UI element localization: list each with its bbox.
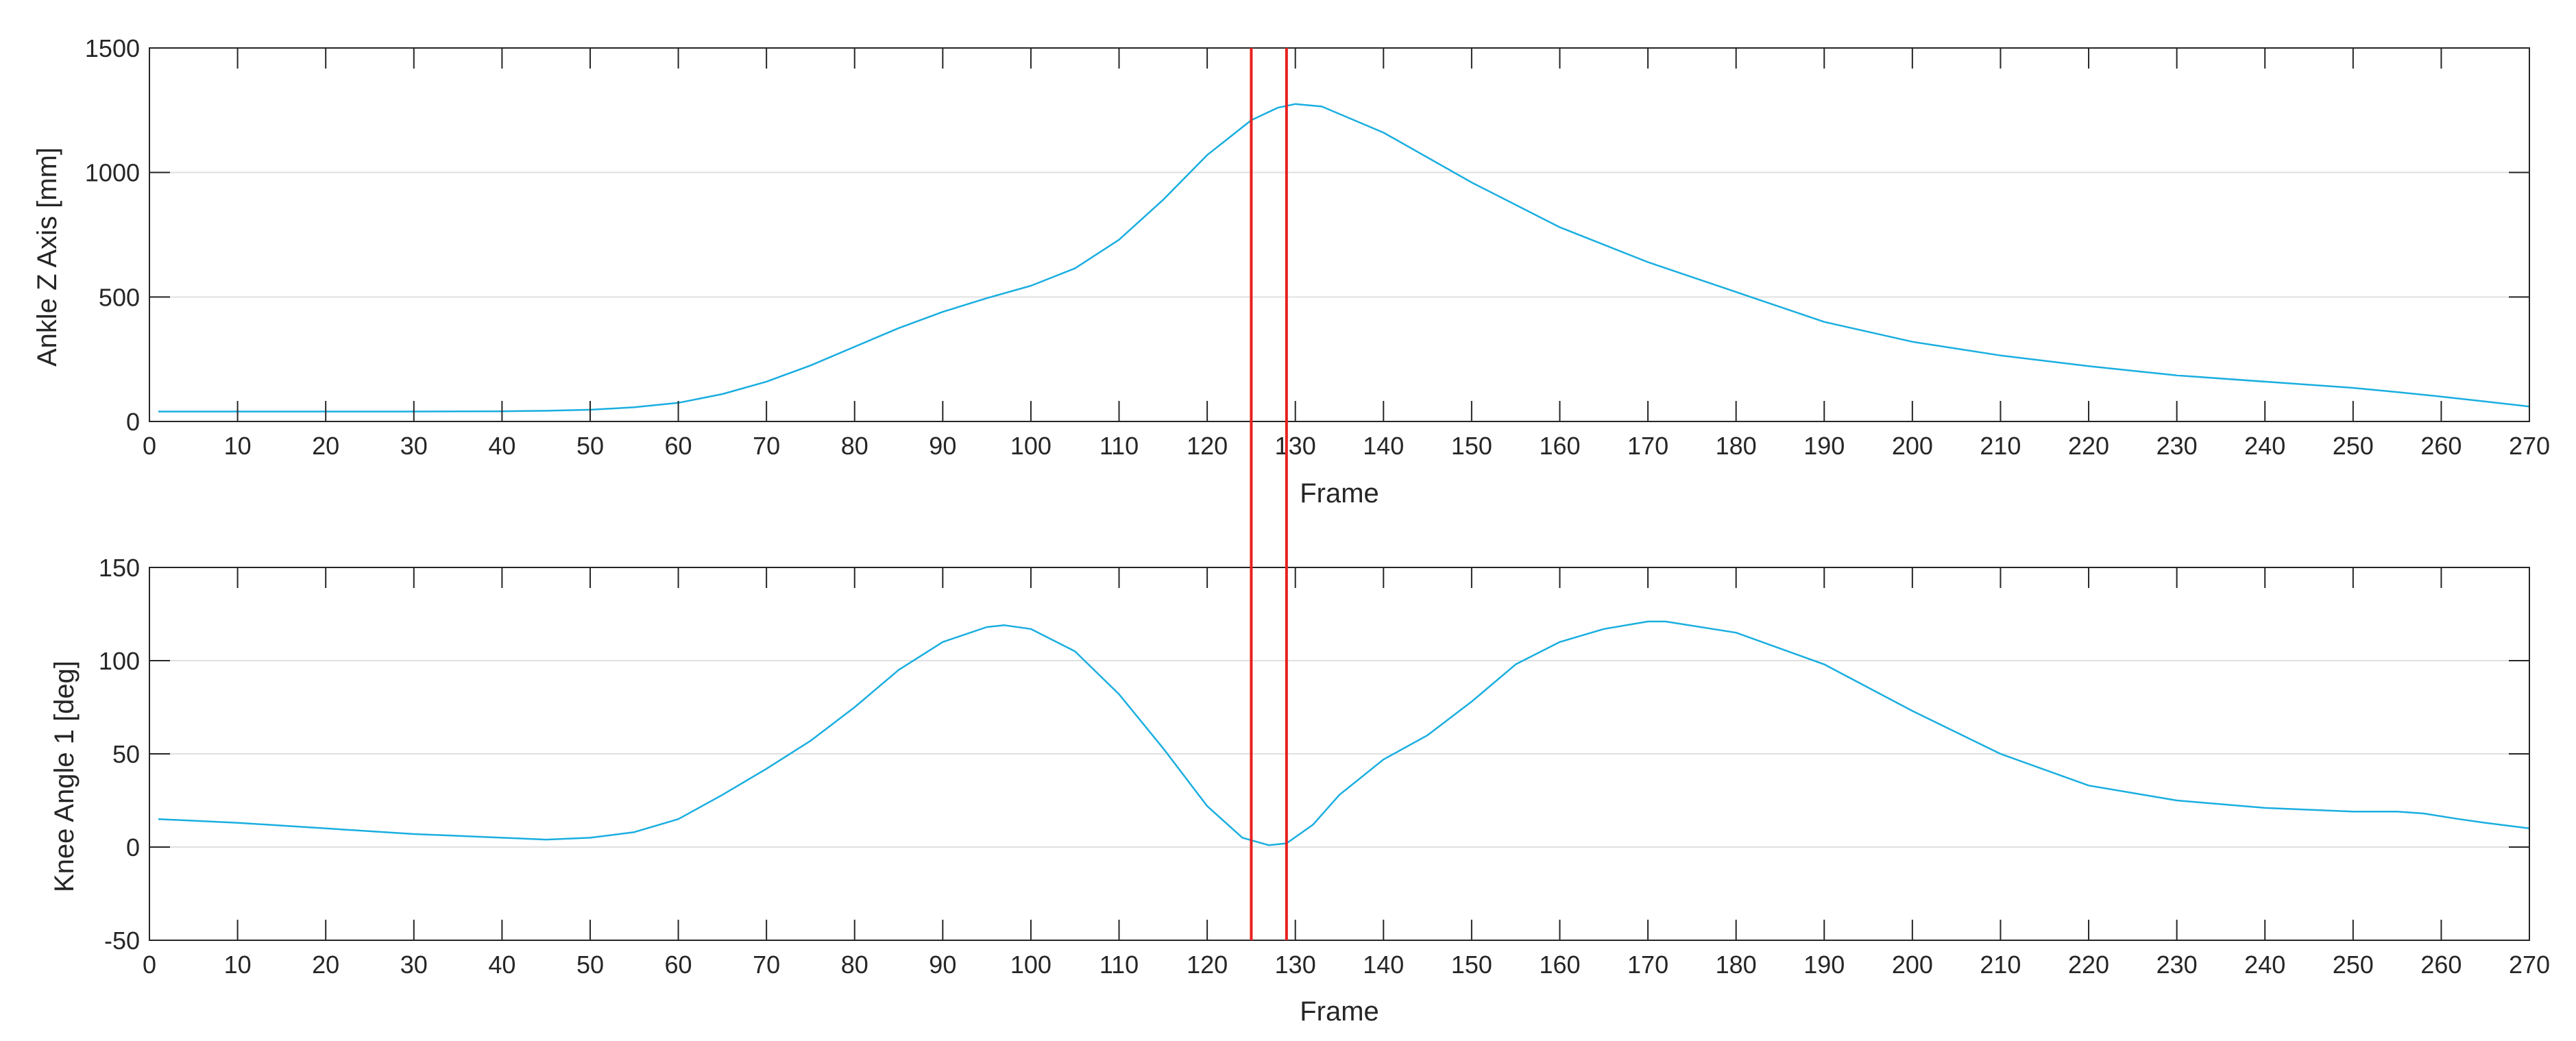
x-tick-label-ankle-z: 30	[400, 432, 428, 460]
x-tick-label-ankle-z: 70	[753, 432, 780, 460]
y-tick-label-knee-angle: 150	[99, 554, 140, 582]
x-tick-label-ankle-z: 110	[1099, 432, 1139, 460]
x-tick-label-ankle-z: 270	[2509, 432, 2550, 460]
x-tick-label-knee-angle: 90	[929, 951, 956, 979]
x-tick-label-ankle-z: 50	[576, 432, 604, 460]
x-tick-label-knee-angle: 120	[1187, 951, 1228, 979]
x-tick-label-knee-angle: 210	[1980, 951, 2021, 979]
x-tick-label-ankle-z: 150	[1451, 432, 1492, 460]
x-tick-label-knee-angle: 240	[2244, 951, 2285, 979]
x-tick-label-ankle-z: 190	[1803, 432, 1845, 460]
x-tick-label-knee-angle: 260	[2420, 951, 2462, 979]
x-tick-label-ankle-z: 60	[665, 432, 692, 460]
x-tick-label-knee-angle: 70	[753, 951, 780, 979]
y-tick-label-ankle-z: 0	[126, 408, 140, 436]
axes-box-ankle-z	[149, 47, 2530, 422]
x-tick-label-knee-angle: 60	[665, 951, 692, 979]
plot-ankle-z: Ankle Z Axis [mm] Frame 0 10 20 30 40 50 60 70 8…	[32, 34, 2550, 509]
x-tick-label-ankle-z: 180	[1716, 432, 1757, 460]
x-tick-label-ankle-z: 170	[1627, 432, 1668, 460]
x-tick-label-knee-angle: 30	[400, 951, 428, 979]
x-tick-label-knee-angle: 10	[224, 951, 252, 979]
x-tick-label-knee-angle: 130	[1275, 951, 1316, 979]
x-tick-label-knee-angle: 40	[488, 951, 515, 979]
x-tick-label-knee-angle: 0	[143, 951, 156, 979]
y-tick-label-ankle-z: 1000	[85, 159, 140, 187]
y-tick-label-knee-angle: -50	[104, 927, 140, 955]
xlabel-ankle-z: Frame	[1300, 478, 1379, 509]
x-tick-label-ankle-z: 10	[224, 432, 252, 460]
y-tick-label-knee-angle: 0	[126, 833, 140, 861]
x-tick-label-ankle-z: 260	[2420, 432, 2462, 460]
x-tick-label-knee-angle: 160	[1539, 951, 1580, 979]
x-tick-label-ankle-z: 210	[1980, 432, 2021, 460]
x-tick-label-knee-angle: 20	[312, 951, 339, 979]
x-tick-label-knee-angle: 230	[2156, 951, 2198, 979]
x-tick-label-knee-angle: 180	[1716, 951, 1757, 979]
x-tick-label-ankle-z: 160	[1539, 432, 1580, 460]
x-tick-label-ankle-z: 80	[841, 432, 868, 460]
x-tick-label-ankle-z: 230	[2156, 432, 2198, 460]
series-line-ankle-z	[158, 103, 2530, 413]
x-tick-label-ankle-z: 40	[488, 432, 515, 460]
marker-lines	[1250, 48, 1288, 940]
x-tick-label-ankle-z: 200	[1892, 432, 1933, 460]
ylabel-knee-angle: Knee Angle 1 [deg]	[49, 661, 80, 892]
x-tick-label-ankle-z: 240	[2244, 432, 2285, 460]
y-tick-label-ankle-z: 500	[99, 283, 140, 311]
x-tick-label-knee-angle: 190	[1803, 951, 1845, 979]
x-tick-label-ankle-z: 0	[143, 432, 156, 460]
x-tick-label-ankle-z: 130	[1275, 432, 1316, 460]
x-tick-label-ankle-z: 220	[2068, 432, 2109, 460]
x-tick-label-knee-angle: 250	[2333, 951, 2374, 979]
ylabel-ankle-z: Ankle Z Axis [mm]	[32, 147, 62, 367]
x-tick-label-knee-angle: 270	[2509, 951, 2550, 979]
x-tick-label-knee-angle: 200	[1892, 951, 1933, 979]
x-tick-label-ankle-z: 90	[929, 432, 956, 460]
x-tick-label-ankle-z: 140	[1363, 432, 1404, 460]
series-line-knee-angle	[158, 620, 2530, 846]
x-tick-label-knee-angle: 150	[1451, 951, 1492, 979]
x-tick-label-knee-angle: 110	[1099, 951, 1139, 979]
y-tick-label-ankle-z: 1500	[85, 34, 140, 62]
x-tick-label-ankle-z: 120	[1187, 432, 1228, 460]
x-tick-label-ankle-z: 20	[312, 432, 339, 460]
x-tick-label-knee-angle: 80	[841, 951, 868, 979]
x-tick-label-knee-angle: 50	[576, 951, 604, 979]
x-tick-label-knee-angle: 170	[1627, 951, 1668, 979]
y-tick-label-knee-angle: 100	[99, 647, 140, 675]
x-tick-label-ankle-z: 100	[1010, 432, 1052, 460]
x-tick-label-knee-angle: 100	[1010, 951, 1052, 979]
plot-knee-angle: Knee Angle 1 [deg] Frame 0 10 20 30 40 50 60 70…	[49, 554, 2550, 1027]
x-tick-label-knee-angle: 220	[2068, 951, 2109, 979]
y-tick-label-knee-angle: 50	[112, 740, 140, 768]
x-tick-label-ankle-z: 250	[2333, 432, 2374, 460]
x-tick-label-knee-angle: 140	[1363, 951, 1404, 979]
xlabel-knee-angle: Frame	[1300, 996, 1379, 1027]
